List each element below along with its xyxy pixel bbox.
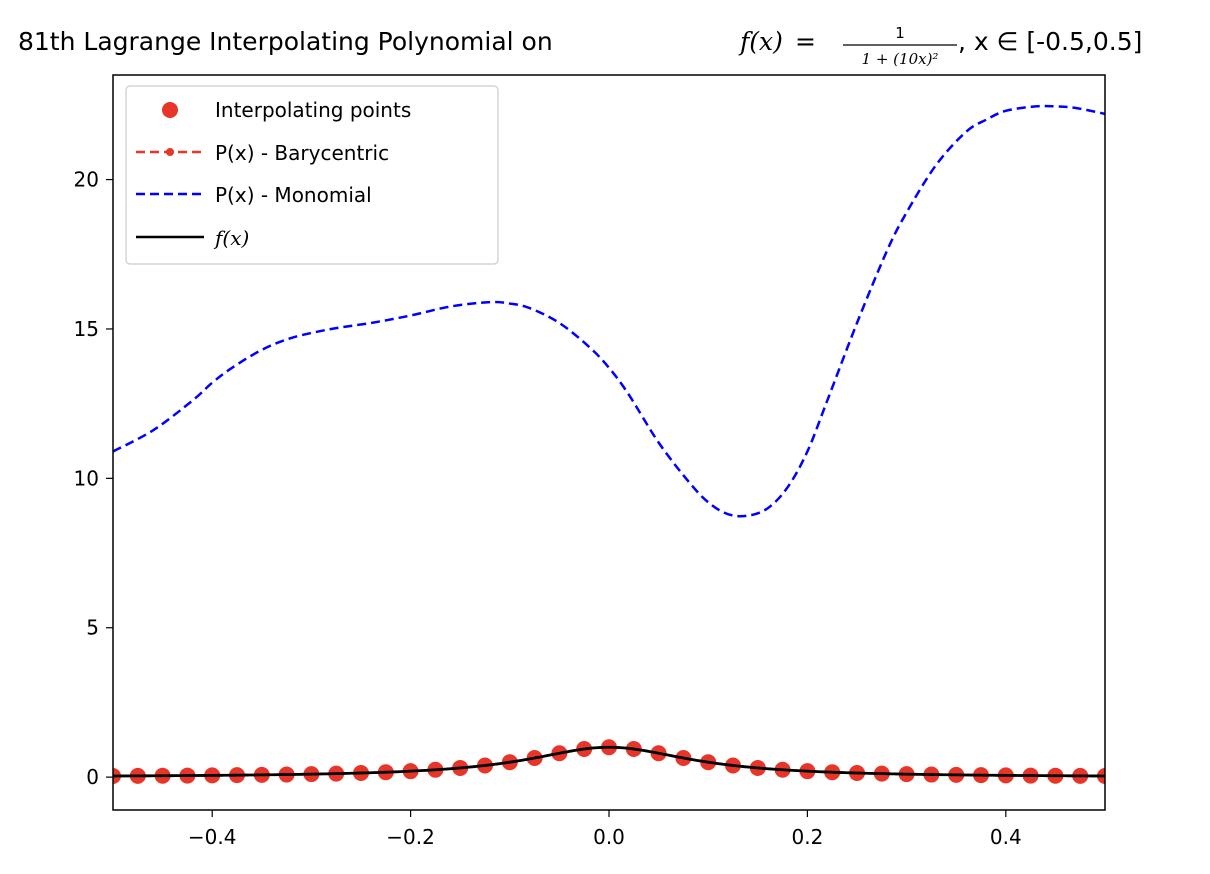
title-equals: = xyxy=(795,27,816,56)
y-axis: 0 5 10 15 20 xyxy=(74,168,113,789)
x-tick-label: 0.0 xyxy=(593,825,625,849)
title-frac-num: 1 xyxy=(895,24,905,42)
x-tick-label: 0.2 xyxy=(791,825,823,849)
x-axis: −0.4 −0.2 0.0 0.2 0.4 xyxy=(188,810,1022,849)
legend-entry-monomial: P(x) - Monomial xyxy=(136,183,372,207)
legend-marker-interpolating-points xyxy=(162,102,178,118)
chart-title: 81th Lagrange Interpolating Polynomial o… xyxy=(18,24,1142,68)
legend-box xyxy=(125,85,499,265)
y-tick-label: 10 xyxy=(74,466,99,490)
y-tick-label: 0 xyxy=(86,765,99,789)
legend-label-monomial: P(x) - Monomial xyxy=(215,183,372,207)
series-layer xyxy=(113,104,1105,784)
y-tick-label: 15 xyxy=(74,317,99,341)
legend-entry-fx: f(x) xyxy=(136,226,249,250)
title-func: f(x) xyxy=(738,27,783,56)
legend-entry-interpolating-points: Interpolating points xyxy=(162,98,411,122)
plot-area: −0.4 −0.2 0.0 0.2 0.4 0 5 10 15 20 xyxy=(74,74,1106,849)
legend-entry-barycentric: P(x) - Barycentric xyxy=(136,141,389,165)
series-fx-line xyxy=(113,745,1105,778)
series-monomial-line xyxy=(113,104,1105,518)
legend-marker-barycentric xyxy=(166,148,174,156)
y-tick-label: 5 xyxy=(86,616,99,640)
y-tick-label: 20 xyxy=(74,168,99,192)
legend: Interpolating points P(x) - Barycentric … xyxy=(125,85,499,265)
x-tick-label: −0.4 xyxy=(188,825,237,849)
title-suffix: , x ∈ [-0.5,0.5] xyxy=(958,27,1142,56)
title-frac-den: 1 + (10x)² xyxy=(862,50,939,68)
x-tick-label: −0.2 xyxy=(386,825,435,849)
legend-label-fx: f(x) xyxy=(213,226,249,250)
legend-label-interpolating-points: Interpolating points xyxy=(215,98,411,122)
legend-label-barycentric: P(x) - Barycentric xyxy=(215,141,389,165)
title-prefix: 81th Lagrange Interpolating Polynomial o… xyxy=(18,27,553,56)
x-tick-label: 0.4 xyxy=(990,825,1022,849)
